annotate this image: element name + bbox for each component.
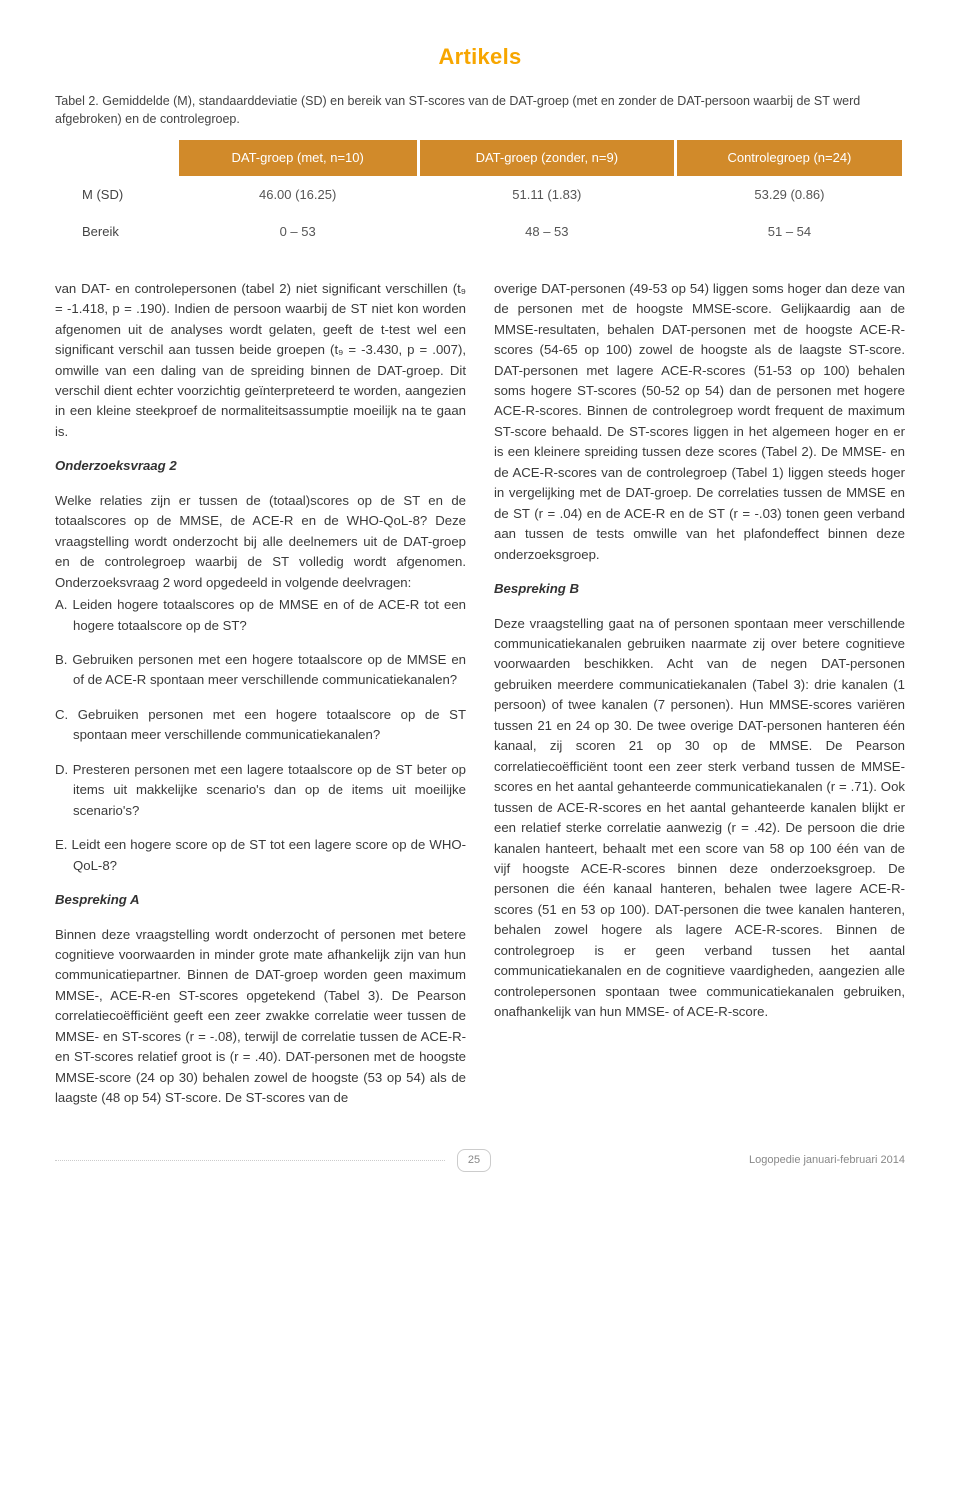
text-columns: van DAT- en controlepersonen (tabel 2) n… bbox=[55, 279, 905, 1123]
paragraph: van DAT- en controlepersonen (tabel 2) n… bbox=[55, 279, 466, 443]
table-header-row: DAT-groep (met, n=10) DAT-groep (zonder,… bbox=[58, 140, 902, 176]
page-footer: 25 Logopedie januari-februari 2014 bbox=[55, 1149, 905, 1172]
table-row: M (SD) 46.00 (16.25) 51.11 (1.83) 53.29 … bbox=[58, 178, 902, 212]
page-header: Artikels bbox=[55, 40, 905, 74]
cell: 51 – 54 bbox=[677, 215, 902, 249]
right-column: overige DAT-personen (49-53 op 54) ligge… bbox=[494, 279, 905, 1123]
th-dat-met: DAT-groep (met, n=10) bbox=[179, 140, 417, 176]
cell: 53.29 (0.86) bbox=[677, 178, 902, 212]
paragraph: overige DAT-personen (49-53 op 54) ligge… bbox=[494, 279, 905, 565]
paragraph: Binnen deze vraagstelling wordt onderzoc… bbox=[55, 925, 466, 1109]
th-blank bbox=[58, 140, 176, 176]
cell: 0 – 53 bbox=[179, 215, 417, 249]
list-item-b: B. Gebruiken personen met een hogere tot… bbox=[55, 650, 466, 691]
th-controle: Controlegroep (n=24) bbox=[677, 140, 902, 176]
cell: 51.11 (1.83) bbox=[420, 178, 674, 212]
table-caption: Tabel 2. Gemiddelde (M), standaarddeviat… bbox=[55, 92, 905, 128]
list-item-a: A. Leiden hogere totaalscores op de MMSE… bbox=[55, 595, 466, 636]
cell: 48 – 53 bbox=[420, 215, 674, 249]
subheading-bespreking-b: Bespreking B bbox=[494, 579, 905, 599]
th-dat-zonder: DAT-groep (zonder, n=9) bbox=[420, 140, 674, 176]
subheading-onderzoeksvraag-2: Onderzoeksvraag 2 bbox=[55, 456, 466, 476]
list-item-c: C. Gebruiken personen met een hogere tot… bbox=[55, 705, 466, 746]
list-item-e: E. Leidt een hogere score op de ST tot e… bbox=[55, 835, 466, 876]
list-item-d: D. Presteren personen met een lagere tot… bbox=[55, 760, 466, 821]
left-column: van DAT- en controlepersonen (tabel 2) n… bbox=[55, 279, 466, 1123]
data-table: DAT-groep (met, n=10) DAT-groep (zonder,… bbox=[55, 138, 905, 250]
table-row: Bereik 0 – 53 48 – 53 51 – 54 bbox=[58, 215, 902, 249]
paragraph: Deze vraagstelling gaat na of personen s… bbox=[494, 614, 905, 1023]
cell: Bereik bbox=[58, 215, 176, 249]
cell: 46.00 (16.25) bbox=[179, 178, 417, 212]
journal-name: Logopedie januari-februari 2014 bbox=[491, 1152, 905, 1169]
cell: M (SD) bbox=[58, 178, 176, 212]
page-number: 25 bbox=[457, 1149, 491, 1172]
paragraph: Welke relaties zijn er tussen de (totaal… bbox=[55, 491, 466, 593]
footer-divider bbox=[55, 1160, 445, 1161]
subheading-bespreking-a: Bespreking A bbox=[55, 890, 466, 910]
